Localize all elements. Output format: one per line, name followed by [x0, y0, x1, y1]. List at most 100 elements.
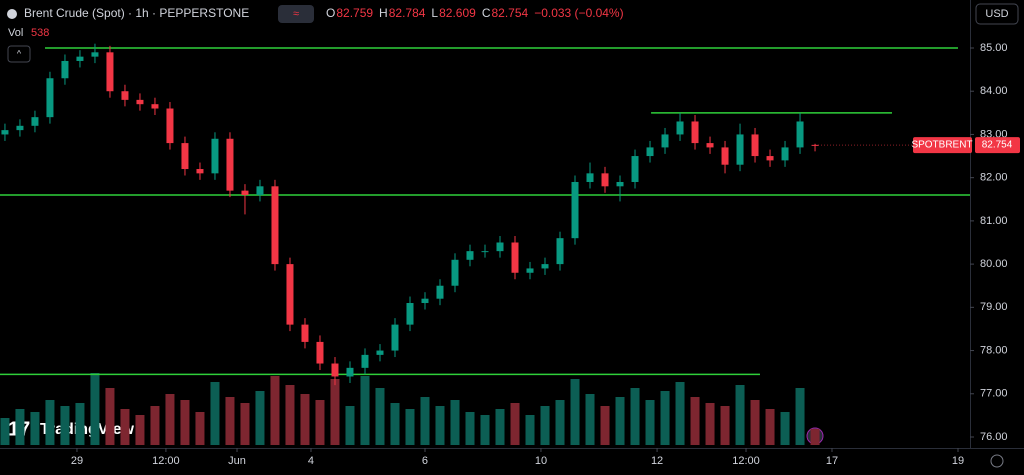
- volume-bar: [150, 406, 160, 445]
- volume-bar: [225, 397, 235, 445]
- volume-bar: [390, 403, 400, 445]
- volume-bar: [360, 376, 370, 445]
- ohlc-key: L: [431, 6, 438, 20]
- volume-bar: [555, 400, 565, 445]
- volume-bar: [630, 388, 640, 445]
- y-tick-label: 80.00: [980, 258, 1008, 270]
- candle-body: [151, 104, 159, 109]
- x-tick-label: 17: [826, 455, 838, 467]
- volume-bar: [30, 412, 40, 445]
- volume-bar: [735, 385, 745, 445]
- volume-bar: [0, 418, 10, 445]
- settings-icon[interactable]: [990, 454, 1004, 468]
- collapse-icon: ^: [17, 48, 22, 58]
- ohlc-value: 82.784: [389, 6, 426, 20]
- candle-body: [196, 169, 204, 174]
- volume-bar: [540, 406, 550, 445]
- symbol-title[interactable]: Brent Crude (Spot) · 1h · PEPPERSTONE: [24, 6, 249, 20]
- ohlc-value: 82.754: [491, 6, 528, 20]
- volume-bar: [585, 394, 595, 445]
- candle-body: [181, 143, 189, 170]
- candle-body: [511, 242, 519, 273]
- volume-bar: [405, 409, 415, 445]
- candle-body: [121, 91, 129, 100]
- candle-body: [61, 60, 69, 79]
- currency-label: USD: [985, 8, 1008, 20]
- candle-body: [706, 143, 714, 148]
- candle-body: [31, 117, 39, 126]
- candle-body: [1, 130, 9, 135]
- volume-bar: [615, 397, 625, 445]
- volume-bar: [765, 409, 775, 445]
- candle-body: [76, 56, 84, 61]
- x-tick-label: 10: [535, 455, 547, 467]
- symbol-tag-box: [913, 137, 972, 154]
- candle-body: [661, 134, 669, 148]
- candle-body: [466, 251, 474, 260]
- ohlc-legend: O 82.759 H 82.784 L 82.609 C 82.754 −0.033 (−0.0…: [326, 6, 624, 20]
- volume-bar: [600, 406, 610, 445]
- volume-bar: [210, 382, 220, 445]
- candle-body: [286, 264, 294, 325]
- y-tick-label: 78.00: [980, 344, 1008, 356]
- candle-body: [316, 341, 324, 364]
- volume-bar: [345, 406, 355, 445]
- volume-bar: [255, 391, 265, 445]
- candle-body: [91, 52, 99, 57]
- volume-bar: [75, 403, 85, 445]
- ohlc-key: H: [379, 6, 388, 20]
- compare-button[interactable]: [278, 5, 314, 23]
- candle-body: [436, 285, 444, 299]
- x-tick-label: 4: [308, 455, 314, 467]
- volume-bar: [675, 382, 685, 445]
- volume-bar: [480, 415, 490, 445]
- change-value: −0.033 (−0.04%): [534, 6, 623, 20]
- y-tick-label: 85.00: [980, 42, 1008, 54]
- currency-button[interactable]: [975, 3, 1019, 25]
- volume-bar: [495, 409, 505, 445]
- y-tick-label: 82.00: [980, 172, 1008, 184]
- volume-bar: [705, 403, 715, 445]
- candle-body: [736, 134, 744, 165]
- candle-body: [676, 121, 684, 135]
- candle-body: [166, 108, 174, 144]
- candle-body: [541, 264, 549, 269]
- candle-body: [691, 121, 699, 144]
- candle-body: [571, 181, 579, 239]
- candle-body: [631, 156, 639, 182]
- symbol-icon: [7, 9, 17, 19]
- candle-body: [481, 251, 489, 253]
- price-tag: 82.754: [982, 140, 1013, 151]
- collapse-button[interactable]: [7, 45, 31, 63]
- volume-bar: [510, 403, 520, 445]
- volume-bar: [450, 400, 460, 445]
- candle-body: [391, 324, 399, 351]
- x-tick-label: Jun: [228, 455, 246, 467]
- candle-body: [136, 99, 144, 105]
- price-tag-box: [975, 137, 1020, 154]
- volume-bar: [90, 373, 100, 445]
- volume-bar: [195, 412, 205, 445]
- candle-body: [601, 173, 609, 187]
- x-tick-label: 29: [71, 455, 83, 467]
- x-tick-label: 19: [952, 455, 964, 467]
- y-tick-label: 76.00: [980, 431, 1008, 443]
- y-tick-label: 81.00: [980, 215, 1008, 227]
- x-tick-label: 6: [422, 455, 428, 467]
- volume-bar: [795, 388, 805, 445]
- volume-bar: [780, 412, 790, 445]
- candle-body: [301, 324, 309, 342]
- y-tick-label: 77.00: [980, 388, 1008, 400]
- candle-body: [46, 78, 54, 118]
- candle-body: [616, 181, 624, 187]
- y-tick-label: 79.00: [980, 301, 1008, 313]
- candle-body: [556, 238, 564, 265]
- x-tick-label: 12:00: [732, 455, 760, 467]
- candle-body: [526, 268, 534, 273]
- candle-body: [376, 350, 384, 355]
- volume-bar: [375, 388, 385, 445]
- y-tick-label: 84.00: [980, 85, 1008, 97]
- candle-body: [451, 259, 459, 286]
- candle-body: [721, 147, 729, 165]
- candle-body: [331, 363, 339, 377]
